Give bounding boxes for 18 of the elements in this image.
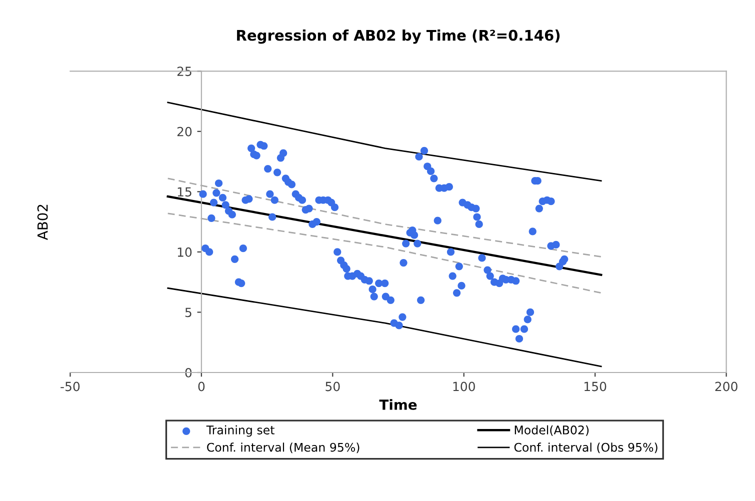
y-tick-label: 15 [178,187,192,197]
y-tick-label: 10 [178,247,192,257]
y-tick-label: 25 [177,66,192,76]
x-tick-label: 100 [453,382,475,392]
x-tick-label: 150 [584,382,606,392]
x-tick-label: 0 [198,382,205,392]
legend-label: Training set [206,425,274,437]
chart-title: Regression of AB02 by Time (R²=0.146) [237,30,560,44]
y-axis-title: AB02 [37,204,48,240]
legend-label: Conf. interval (Obs 95%) [514,442,658,454]
y-tick-label: 5 [185,308,192,318]
x-tick-label: -50 [60,382,80,392]
x-tick-label: 200 [715,382,738,392]
y-tick-label: 20 [177,126,192,136]
legend-label: Conf. interval (Mean 95%) [207,442,360,454]
x-axis-title: Time [379,399,417,410]
x-tick-label: 50 [326,382,340,392]
legend-label: Model(AB02) [514,425,589,436]
